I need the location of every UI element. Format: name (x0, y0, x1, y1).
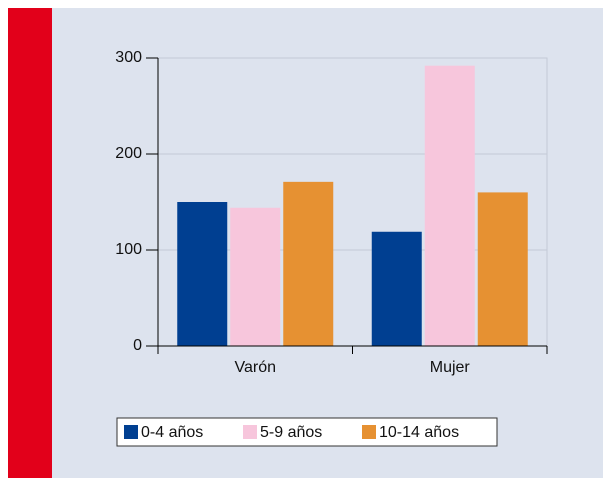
x-tick-label: Mujer (430, 359, 471, 376)
y-tick-label: 0 (133, 337, 142, 354)
bar (177, 202, 228, 346)
bar (283, 181, 334, 346)
legend (116, 417, 498, 447)
y-tick-label: 100 (115, 241, 142, 258)
bar (371, 231, 422, 346)
bar (477, 192, 528, 346)
x-tick-label: Varón (234, 359, 276, 376)
y-tick-label: 300 (115, 49, 142, 66)
side-band (8, 8, 52, 478)
legend-label: 0-4 años (141, 424, 203, 441)
legend-swatch (362, 425, 376, 439)
legend-swatch (124, 425, 138, 439)
y-tick-label: 200 (115, 145, 142, 162)
bar (424, 65, 475, 347)
bar (230, 207, 281, 346)
legend-swatch (243, 425, 257, 439)
legend-label: 5-9 años (260, 424, 322, 441)
legend-label: 10-14 años (379, 424, 459, 441)
